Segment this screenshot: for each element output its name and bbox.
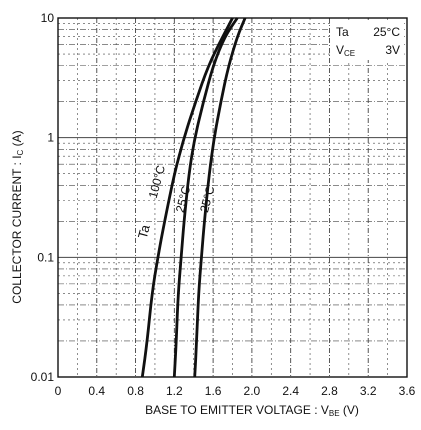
x-tick-label: 1.2 xyxy=(166,384,183,398)
conditions-legend: Ta 25°C VCE 3V xyxy=(330,20,404,60)
condition-value: 3V xyxy=(385,43,400,57)
series-label: 25°C xyxy=(197,184,218,214)
tick-label-layer: 0 0.4 0.8 1.2 1.6 2.0 2.4 2.8 3.2 3.6 0.01 0.1 1 10 xyxy=(31,11,416,398)
condition-label: Ta xyxy=(336,25,349,39)
legend-background xyxy=(330,20,404,60)
x-tick-label: 3.6 xyxy=(399,384,416,398)
x-tick-label: 2.4 xyxy=(282,384,299,398)
x-tick-label: 2.0 xyxy=(244,384,261,398)
y-axis-label: COLLECTOR CURRENT : IC (A) xyxy=(10,130,25,303)
x-tick-label: 0.4 xyxy=(88,384,105,398)
y-tick-label: 0.1 xyxy=(37,250,54,264)
grid-layer xyxy=(58,18,407,377)
series-line-2 xyxy=(172,17,239,378)
curve-layer xyxy=(140,17,247,378)
x-tick-label: 3.2 xyxy=(360,384,377,398)
family-label: Ta xyxy=(135,222,153,240)
series-label: 100°C xyxy=(146,163,168,199)
series-line-1 xyxy=(140,17,234,378)
condition-value: 25°C xyxy=(373,25,400,39)
y-axis-label-subscript: C xyxy=(16,149,25,155)
series-label: 25°C xyxy=(173,184,194,214)
condition-label: VCE xyxy=(336,43,355,58)
x-tick-label: 2.8 xyxy=(321,384,338,398)
x-tick-label: 1.6 xyxy=(205,384,222,398)
y-tick-label: 10 xyxy=(41,11,55,25)
x-axis-label: BASE TO EMITTER VOLTAGE : VBE (V) xyxy=(145,403,359,418)
y-tick-label: 1 xyxy=(47,131,54,145)
x-tick-label: 0.8 xyxy=(127,384,144,398)
series-line-3 xyxy=(193,17,247,378)
x-axis-label-subscript: BE xyxy=(329,409,340,418)
y-tick-label: 0.01 xyxy=(31,370,55,384)
x-tick-label: 0 xyxy=(55,384,62,398)
